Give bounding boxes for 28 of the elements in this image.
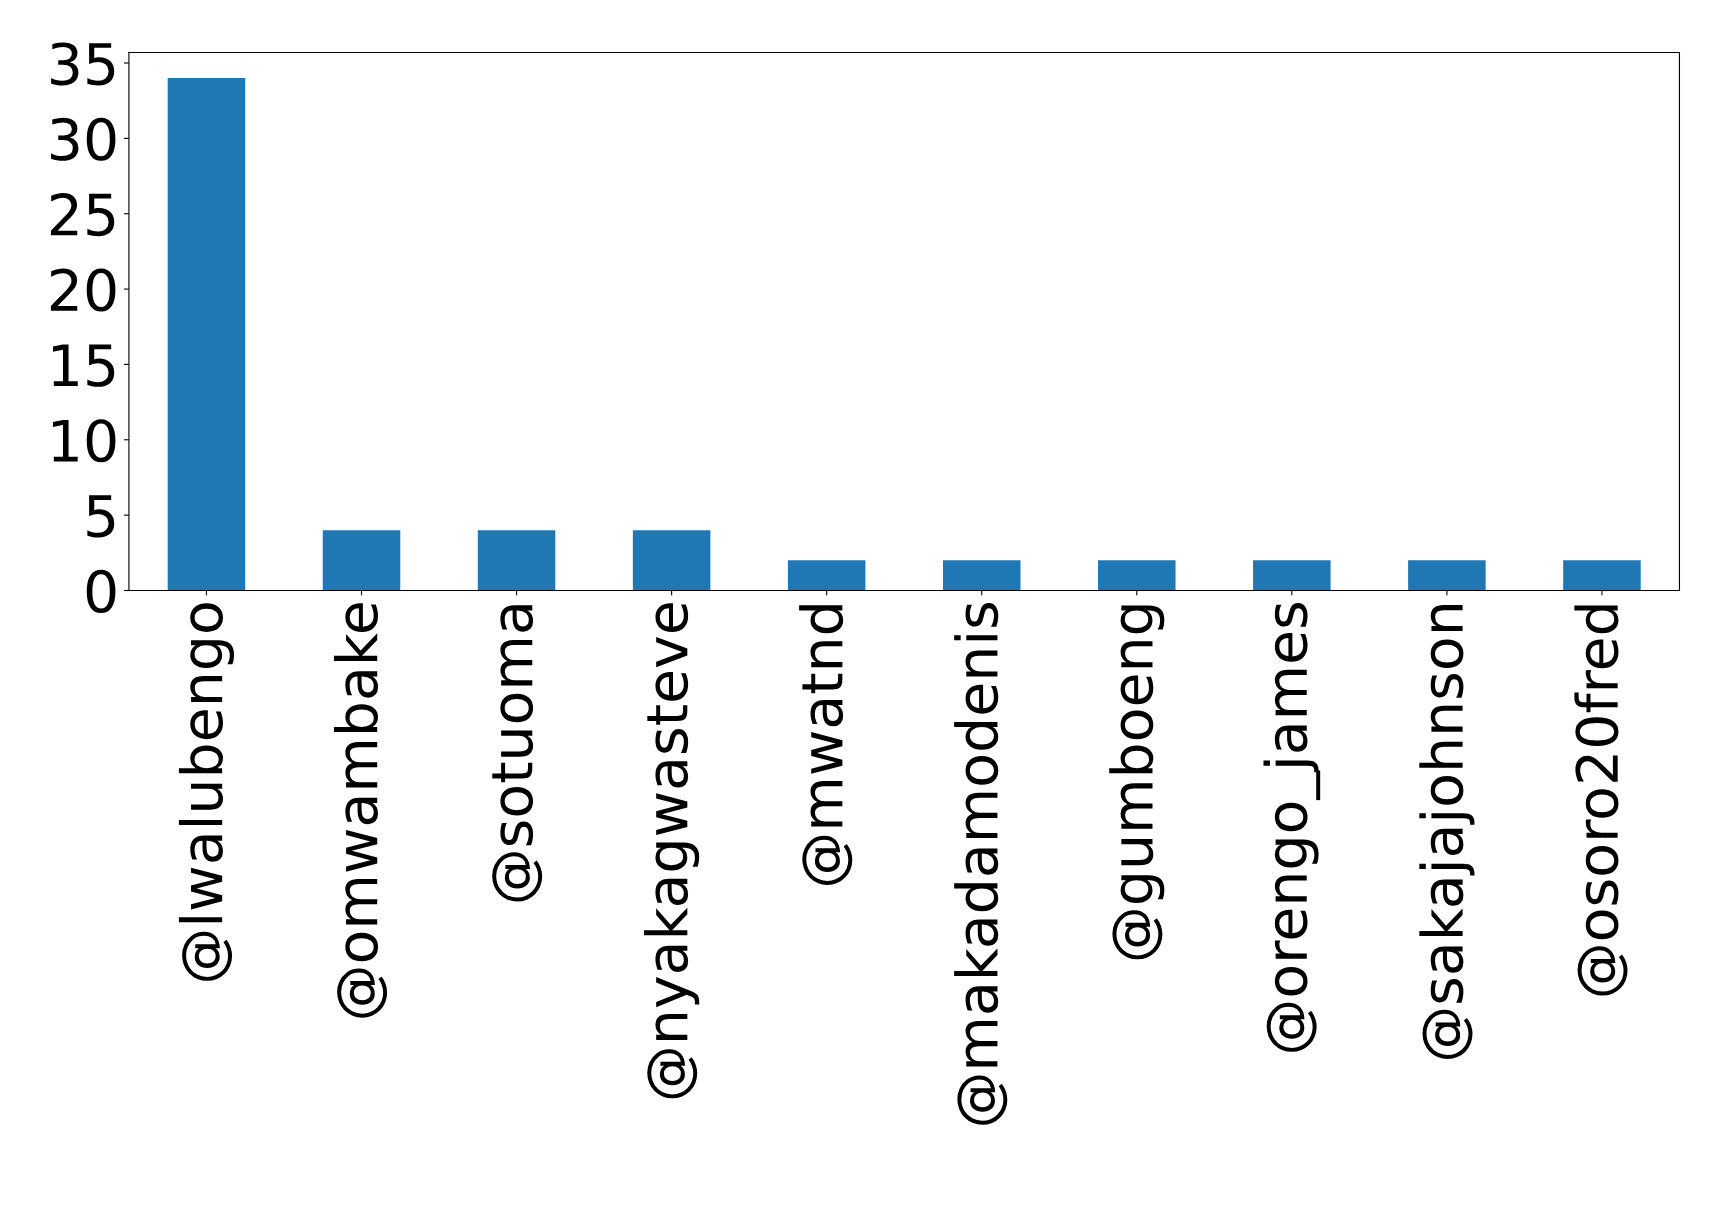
x-tick-label: @gumboeng [1109, 605, 1165, 960]
y-tick-label: 25 [50, 193, 115, 237]
x-tick-label: @mwatnd [799, 605, 853, 885]
y-tick-label: 5 [87, 495, 115, 538]
y-tick-label: 10 [53, 419, 116, 463]
bar [942, 560, 1021, 591]
x-tick-label: @orengo_james [1263, 602, 1321, 1052]
y-tick-label: 30 [51, 117, 116, 161]
x-tick-label: @sakajajohnson [1419, 605, 1475, 1059]
x-tick-label: @lwalubengo [178, 603, 235, 981]
y-tick-label: 20 [50, 268, 116, 312]
bar [1098, 560, 1176, 591]
bar [167, 78, 246, 591]
x-tick-label: @sotuoma [492, 605, 543, 902]
bar [1563, 560, 1641, 591]
bar [1408, 560, 1486, 591]
bar [632, 530, 711, 591]
x-tick-label: @omwambake [333, 603, 388, 1018]
y-tick-label: 0 [86, 569, 116, 613]
bar [322, 530, 401, 591]
bar [477, 530, 556, 591]
bar [1253, 560, 1331, 591]
bar [787, 560, 866, 591]
x-tick-label: @nyakagwasteve [644, 603, 700, 1099]
x-tick-label: @makadamodenis [954, 602, 1008, 1125]
y-tick-label: 35 [51, 42, 115, 86]
x-tick-label: @osoro20fred [1574, 605, 1628, 996]
y-tick-label: 15 [53, 344, 115, 387]
